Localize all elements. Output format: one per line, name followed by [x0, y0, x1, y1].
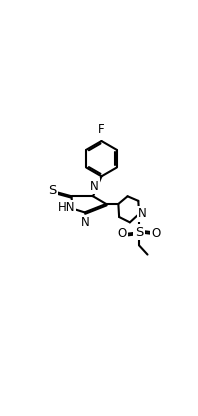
- Text: N: N: [138, 208, 147, 220]
- Text: HN: HN: [57, 201, 75, 214]
- Text: S: S: [48, 184, 56, 198]
- Text: O: O: [117, 228, 126, 240]
- Text: N: N: [90, 180, 99, 193]
- Text: S: S: [135, 226, 143, 239]
- Text: F: F: [98, 124, 105, 136]
- Text: O: O: [152, 228, 161, 240]
- Text: N: N: [81, 216, 89, 229]
